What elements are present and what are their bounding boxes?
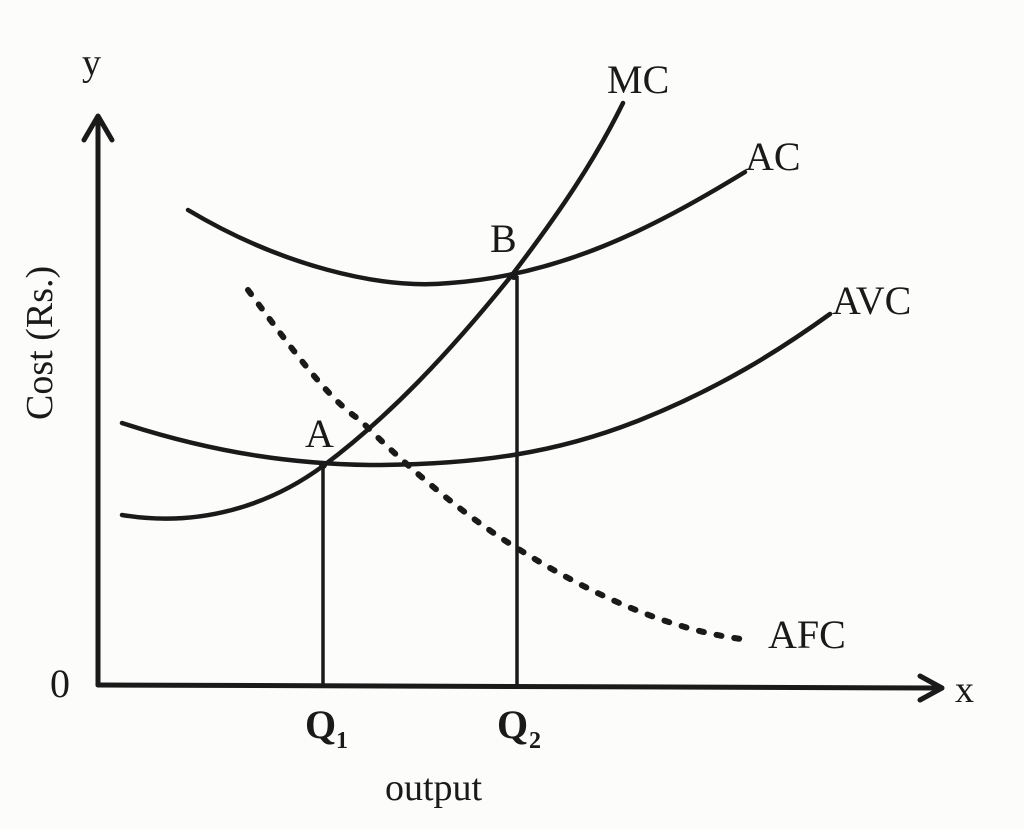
x-axis-arrowhead: [917, 673, 945, 703]
y-axis-title: Cost (Rs.): [19, 266, 61, 420]
avc-curve: [119, 311, 833, 468]
q2-label: Q 2: [497, 702, 541, 754]
y-axis-arrowhead: [81, 113, 115, 143]
ac-curve: [185, 169, 748, 287]
ac-curve-label: AC: [745, 134, 801, 179]
q1-label: Q 1: [305, 702, 348, 754]
origin-label: 0: [50, 661, 70, 706]
q1-label-letter: Q: [305, 702, 336, 747]
q2-label-subscript: 2: [529, 728, 541, 754]
avc-curve-label: AVC: [832, 278, 911, 323]
mc-curve: [119, 100, 626, 521]
mc-curve-label: MC: [607, 57, 669, 102]
x-axis: [95, 682, 943, 691]
q2-label-letter: Q: [497, 702, 528, 747]
point-a-label: A: [305, 411, 334, 456]
afc-curve: [245, 287, 753, 643]
point-a-marker: [319, 461, 327, 469]
point-b-marker: [510, 272, 518, 280]
afc-curve-label: AFC: [768, 612, 846, 657]
q1-label-subscript: 1: [336, 728, 348, 754]
y-axis-letter: y: [82, 42, 101, 84]
point-b-label: B: [490, 216, 517, 261]
x-axis-letter: x: [955, 669, 974, 711]
x-axis-title: output: [385, 767, 483, 809]
